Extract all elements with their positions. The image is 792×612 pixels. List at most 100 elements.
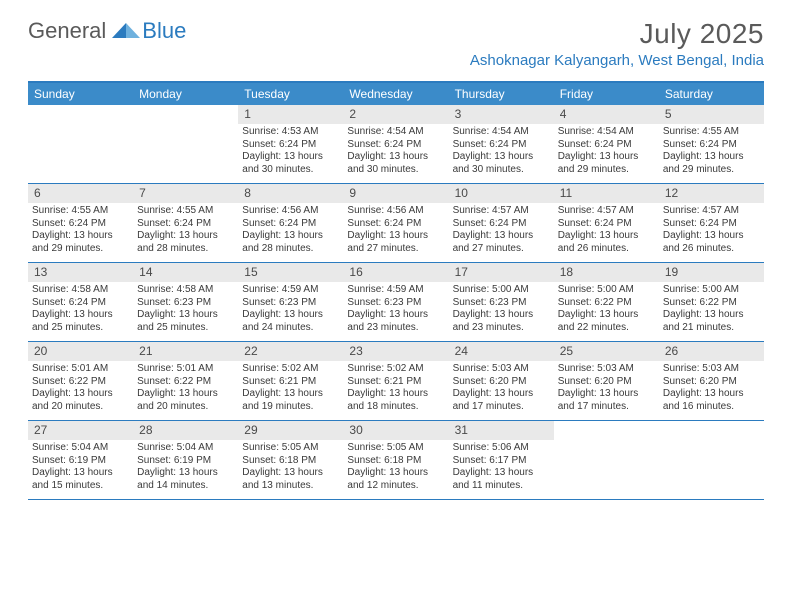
sunset-text: Sunset: 6:24 PM xyxy=(137,218,234,231)
day-body: Sunrise: 4:55 AMSunset: 6:24 PMDaylight:… xyxy=(133,203,238,259)
day-body: Sunrise: 4:54 AMSunset: 6:24 PMDaylight:… xyxy=(554,124,659,180)
sunrise-text: Sunrise: 4:57 AM xyxy=(453,205,550,218)
logo-text-1: General xyxy=(28,18,106,44)
day-cell: 18Sunrise: 5:00 AMSunset: 6:22 PMDayligh… xyxy=(554,263,659,341)
week-row: 20Sunrise: 5:01 AMSunset: 6:22 PMDayligh… xyxy=(28,342,764,421)
sunrise-text: Sunrise: 5:03 AM xyxy=(663,363,760,376)
sunrise-text: Sunrise: 4:56 AM xyxy=(347,205,444,218)
day-number: 22 xyxy=(238,342,343,361)
day-number: 12 xyxy=(659,184,764,203)
day-cell: 27Sunrise: 5:04 AMSunset: 6:19 PMDayligh… xyxy=(28,421,133,499)
day-cell: . xyxy=(133,105,238,183)
day-cell: 3Sunrise: 4:54 AMSunset: 6:24 PMDaylight… xyxy=(449,105,554,183)
weekday-header: Thursday xyxy=(449,83,554,105)
day-cell: 11Sunrise: 4:57 AMSunset: 6:24 PMDayligh… xyxy=(554,184,659,262)
day-cell: 12Sunrise: 4:57 AMSunset: 6:24 PMDayligh… xyxy=(659,184,764,262)
day-number: 16 xyxy=(343,263,448,282)
day-number: 6 xyxy=(28,184,133,203)
daylight-text: Daylight: 13 hours and 12 minutes. xyxy=(347,467,444,492)
sunrise-text: Sunrise: 4:54 AM xyxy=(558,126,655,139)
day-cell: 1Sunrise: 4:53 AMSunset: 6:24 PMDaylight… xyxy=(238,105,343,183)
day-cell: . xyxy=(554,421,659,499)
day-body: Sunrise: 5:01 AMSunset: 6:22 PMDaylight:… xyxy=(28,361,133,417)
month-title: July 2025 xyxy=(470,18,764,50)
day-number: 17 xyxy=(449,263,554,282)
sunrise-text: Sunrise: 4:59 AM xyxy=(347,284,444,297)
daylight-text: Daylight: 13 hours and 25 minutes. xyxy=(137,309,234,334)
sunrise-text: Sunrise: 5:04 AM xyxy=(137,442,234,455)
weekday-header: Sunday xyxy=(28,83,133,105)
weekday-header: Saturday xyxy=(659,83,764,105)
daylight-text: Daylight: 13 hours and 20 minutes. xyxy=(137,388,234,413)
sunset-text: Sunset: 6:19 PM xyxy=(32,455,129,468)
sunset-text: Sunset: 6:20 PM xyxy=(558,376,655,389)
day-cell: 19Sunrise: 5:00 AMSunset: 6:22 PMDayligh… xyxy=(659,263,764,341)
day-body: Sunrise: 5:04 AMSunset: 6:19 PMDaylight:… xyxy=(133,440,238,496)
sunrise-text: Sunrise: 4:57 AM xyxy=(558,205,655,218)
day-number: 9 xyxy=(343,184,448,203)
day-body: Sunrise: 4:54 AMSunset: 6:24 PMDaylight:… xyxy=(343,124,448,180)
day-body: Sunrise: 4:53 AMSunset: 6:24 PMDaylight:… xyxy=(238,124,343,180)
day-body: Sunrise: 4:58 AMSunset: 6:23 PMDaylight:… xyxy=(133,282,238,338)
day-body: Sunrise: 4:54 AMSunset: 6:24 PMDaylight:… xyxy=(449,124,554,180)
day-number: 31 xyxy=(449,421,554,440)
daylight-text: Daylight: 13 hours and 13 minutes. xyxy=(242,467,339,492)
sunset-text: Sunset: 6:21 PM xyxy=(242,376,339,389)
day-body: Sunrise: 4:55 AMSunset: 6:24 PMDaylight:… xyxy=(28,203,133,259)
daylight-text: Daylight: 13 hours and 29 minutes. xyxy=(663,151,760,176)
day-body: Sunrise: 5:00 AMSunset: 6:23 PMDaylight:… xyxy=(449,282,554,338)
day-cell: 17Sunrise: 5:00 AMSunset: 6:23 PMDayligh… xyxy=(449,263,554,341)
day-body: Sunrise: 5:03 AMSunset: 6:20 PMDaylight:… xyxy=(554,361,659,417)
sunset-text: Sunset: 6:17 PM xyxy=(453,455,550,468)
day-cell: 14Sunrise: 4:58 AMSunset: 6:23 PMDayligh… xyxy=(133,263,238,341)
day-cell: 2Sunrise: 4:54 AMSunset: 6:24 PMDaylight… xyxy=(343,105,448,183)
daylight-text: Daylight: 13 hours and 15 minutes. xyxy=(32,467,129,492)
day-body: Sunrise: 4:57 AMSunset: 6:24 PMDaylight:… xyxy=(554,203,659,259)
sunset-text: Sunset: 6:24 PM xyxy=(242,139,339,152)
day-cell: 21Sunrise: 5:01 AMSunset: 6:22 PMDayligh… xyxy=(133,342,238,420)
week-row: 13Sunrise: 4:58 AMSunset: 6:24 PMDayligh… xyxy=(28,263,764,342)
sunrise-text: Sunrise: 4:55 AM xyxy=(663,126,760,139)
sunset-text: Sunset: 6:22 PM xyxy=(558,297,655,310)
daylight-text: Daylight: 13 hours and 29 minutes. xyxy=(32,230,129,255)
sunrise-text: Sunrise: 4:54 AM xyxy=(453,126,550,139)
day-cell: 13Sunrise: 4:58 AMSunset: 6:24 PMDayligh… xyxy=(28,263,133,341)
sunrise-text: Sunrise: 5:06 AM xyxy=(453,442,550,455)
sunset-text: Sunset: 6:18 PM xyxy=(347,455,444,468)
sunrise-text: Sunrise: 5:03 AM xyxy=(453,363,550,376)
header: General Blue July 2025 Ashoknagar Kalyan… xyxy=(0,0,792,73)
daylight-text: Daylight: 13 hours and 23 minutes. xyxy=(453,309,550,334)
day-number: 30 xyxy=(343,421,448,440)
day-body: Sunrise: 5:02 AMSunset: 6:21 PMDaylight:… xyxy=(343,361,448,417)
day-cell: 28Sunrise: 5:04 AMSunset: 6:19 PMDayligh… xyxy=(133,421,238,499)
day-number: 2 xyxy=(343,105,448,124)
daylight-text: Daylight: 13 hours and 30 minutes. xyxy=(242,151,339,176)
day-cell: 8Sunrise: 4:56 AMSunset: 6:24 PMDaylight… xyxy=(238,184,343,262)
day-number: 11 xyxy=(554,184,659,203)
day-number: 24 xyxy=(449,342,554,361)
day-body: Sunrise: 5:03 AMSunset: 6:20 PMDaylight:… xyxy=(449,361,554,417)
daylight-text: Daylight: 13 hours and 17 minutes. xyxy=(453,388,550,413)
day-number: 27 xyxy=(28,421,133,440)
day-number: 19 xyxy=(659,263,764,282)
sunset-text: Sunset: 6:21 PM xyxy=(347,376,444,389)
day-number: 26 xyxy=(659,342,764,361)
sunrise-text: Sunrise: 4:57 AM xyxy=(663,205,760,218)
day-body: Sunrise: 5:05 AMSunset: 6:18 PMDaylight:… xyxy=(343,440,448,496)
daylight-text: Daylight: 13 hours and 16 minutes. xyxy=(663,388,760,413)
weekday-row: SundayMondayTuesdayWednesdayThursdayFrid… xyxy=(28,83,764,105)
day-cell: 16Sunrise: 4:59 AMSunset: 6:23 PMDayligh… xyxy=(343,263,448,341)
day-number: 5 xyxy=(659,105,764,124)
sunrise-text: Sunrise: 4:58 AM xyxy=(32,284,129,297)
daylight-text: Daylight: 13 hours and 28 minutes. xyxy=(137,230,234,255)
logo-text-2: Blue xyxy=(142,18,186,44)
title-block: July 2025 Ashoknagar Kalyangarh, West Be… xyxy=(470,18,764,69)
day-number: 20 xyxy=(28,342,133,361)
day-cell: 24Sunrise: 5:03 AMSunset: 6:20 PMDayligh… xyxy=(449,342,554,420)
sunrise-text: Sunrise: 5:02 AM xyxy=(347,363,444,376)
day-cell: 22Sunrise: 5:02 AMSunset: 6:21 PMDayligh… xyxy=(238,342,343,420)
week-row: ..1Sunrise: 4:53 AMSunset: 6:24 PMDaylig… xyxy=(28,105,764,184)
sunrise-text: Sunrise: 5:00 AM xyxy=(663,284,760,297)
sunrise-text: Sunrise: 5:01 AM xyxy=(137,363,234,376)
day-body: Sunrise: 5:02 AMSunset: 6:21 PMDaylight:… xyxy=(238,361,343,417)
